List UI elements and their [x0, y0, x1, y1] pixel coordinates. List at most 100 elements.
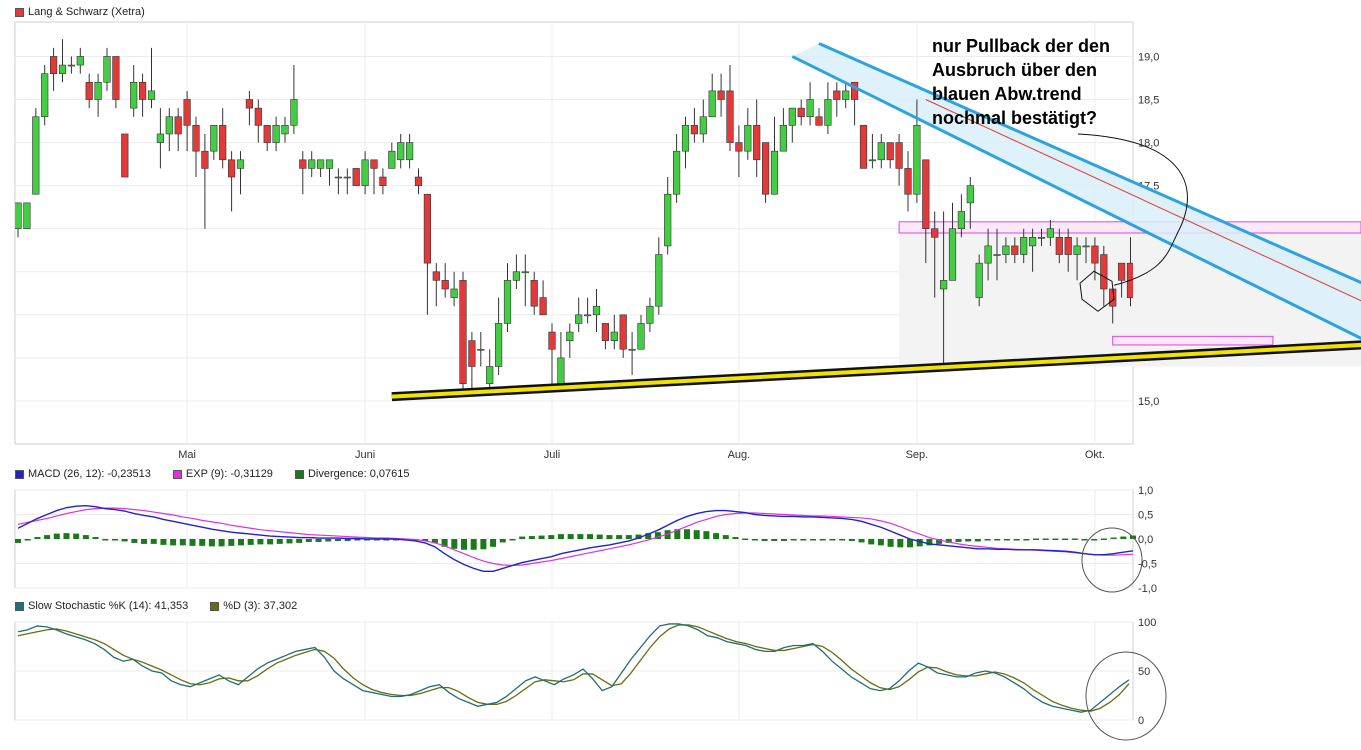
stochastic-k-line — [17, 623, 1130, 713]
divergence-bar — [334, 539, 341, 541]
candle-up — [744, 125, 752, 152]
divergence-bar — [790, 539, 797, 541]
stochastic-ytick-label: 100 — [1138, 617, 1156, 629]
candle-up — [557, 357, 565, 385]
candle — [1064, 228, 1072, 272]
divergence-bar — [1052, 538, 1059, 541]
candle-down — [797, 107, 805, 118]
candle-up — [450, 288, 458, 298]
divergence-bar — [742, 538, 749, 541]
stochastic-legend: Slow Stochastic %K (14): 41,353 %D (3): … — [15, 600, 319, 612]
candle — [397, 133, 405, 169]
divergence-bar — [984, 539, 991, 541]
support-zone — [1112, 335, 1274, 346]
divergence-bar — [965, 539, 972, 542]
stochastic-ytick-label: 50 — [1138, 666, 1150, 678]
candle — [824, 82, 832, 134]
candle — [281, 116, 289, 143]
divergence-bar — [267, 539, 274, 545]
divergence-bar — [44, 535, 51, 539]
macd-legend-item: MACD (26, 12): -0,23513 — [15, 468, 151, 480]
candle-up — [575, 314, 583, 324]
divergence-bar — [557, 534, 564, 539]
stochastic-ytick-label: 0 — [1138, 715, 1144, 727]
candle — [655, 237, 663, 315]
divergence-bar — [24, 539, 31, 541]
candle — [512, 254, 520, 289]
candle — [228, 151, 236, 212]
candle-down — [379, 176, 387, 186]
divergence-bar — [1120, 536, 1127, 539]
divergence-bar — [877, 539, 884, 546]
candle-up — [993, 254, 1001, 256]
candle — [308, 151, 316, 178]
candle — [530, 271, 538, 315]
candle-up — [32, 116, 40, 195]
candle-up — [770, 150, 779, 195]
candle-up — [939, 280, 948, 290]
candle-down — [432, 271, 440, 281]
candle — [85, 73, 93, 109]
candle-up — [913, 125, 921, 195]
price-ytick-label: 18,0 — [1138, 138, 1159, 150]
candle — [432, 263, 440, 307]
candle — [49, 47, 58, 91]
candle — [753, 99, 761, 178]
k-swatch — [15, 601, 24, 611]
candle-up — [877, 142, 885, 161]
divergence-bar — [73, 533, 80, 539]
candle-down — [886, 142, 894, 161]
divergence-bar — [82, 535, 89, 539]
divergence-bar — [1110, 537, 1117, 540]
divergence-bar — [53, 533, 60, 539]
candle — [1020, 228, 1028, 264]
candle-down — [459, 280, 467, 385]
candle — [41, 65, 49, 126]
candle-up — [664, 193, 672, 247]
candle — [32, 108, 40, 195]
candle — [664, 177, 672, 255]
candle — [245, 90, 254, 126]
divergence-legend-item: Divergence: 0,07615 — [294, 468, 409, 480]
divergence-bar — [722, 535, 729, 539]
divergence-bar — [1091, 539, 1098, 541]
candle-up — [708, 90, 716, 118]
candle-up — [165, 116, 173, 135]
candle — [388, 142, 396, 169]
k-legend-item: Slow Stochastic %K (14): 41,353 — [15, 600, 188, 612]
candle — [441, 263, 449, 298]
macd-legend-label: MACD (26, 12): -0,23513 — [28, 468, 151, 480]
divergence-bar — [907, 539, 913, 548]
candle — [343, 168, 351, 195]
candle — [334, 168, 343, 195]
divergence-bar — [684, 529, 690, 539]
candle-up — [583, 314, 592, 317]
candle — [325, 159, 334, 186]
divergence-bar — [141, 539, 148, 544]
candle — [103, 47, 111, 91]
macd-ytick-label: 0,5 — [1138, 510, 1153, 522]
d-swatch — [210, 601, 220, 611]
candle — [975, 254, 983, 307]
divergence-bar — [955, 539, 962, 542]
candle — [601, 323, 609, 350]
macd-line — [17, 504, 1134, 573]
divergence-bar — [15, 539, 21, 543]
candle-up — [1046, 228, 1054, 238]
candle — [15, 202, 22, 238]
divergence-bar — [519, 536, 526, 539]
candle — [254, 99, 262, 143]
candle-down — [619, 314, 627, 350]
pullback-marker — [1079, 270, 1115, 312]
candle-up — [1082, 245, 1090, 248]
divergence-bar — [596, 534, 603, 539]
macd-ytick-label: -0,5 — [1138, 559, 1157, 571]
divergence-bar — [1013, 539, 1020, 541]
candle-up — [361, 159, 369, 186]
divergence-bar — [994, 539, 1001, 541]
macd-legend: MACD (26, 12): -0,23513 EXP (9): -0,3112… — [15, 468, 431, 480]
candle-up — [290, 99, 298, 126]
candle-up — [628, 348, 636, 351]
divergence-bar — [1033, 538, 1040, 541]
candle-down — [174, 116, 182, 135]
